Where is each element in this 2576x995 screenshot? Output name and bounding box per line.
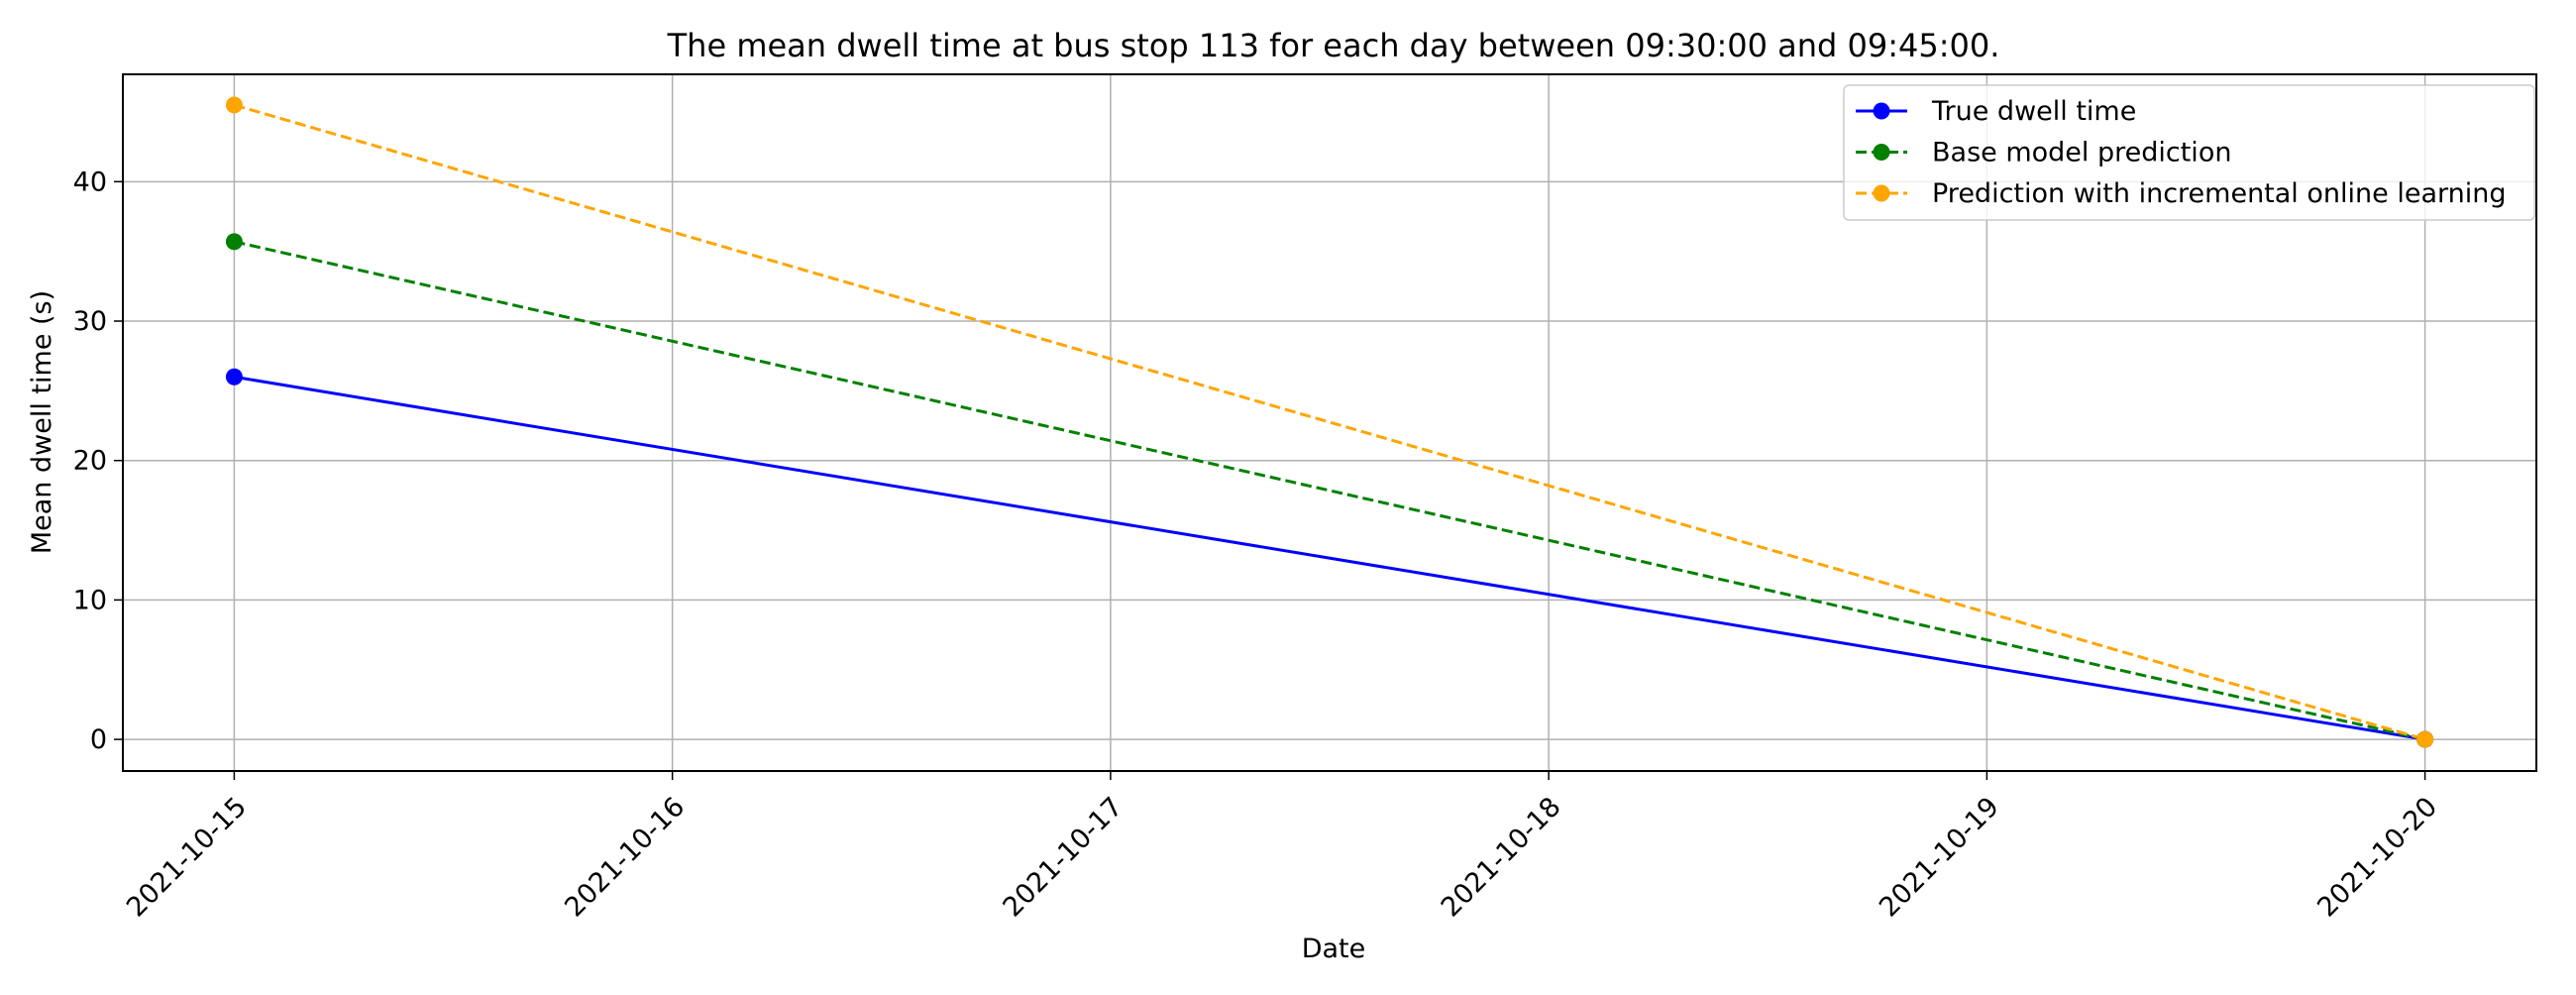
- y-tick-label: 30: [73, 306, 107, 337]
- y-tick-label: 20: [73, 446, 107, 477]
- y-tick-label: 40: [73, 166, 107, 197]
- series-line: [234, 240, 2425, 741]
- legend-label: True dwell time: [1931, 96, 2136, 127]
- series-group: [225, 96, 2434, 748]
- legend: True dwell time Base model prediction Pred…: [1843, 84, 2535, 221]
- y-tick-label: 0: [90, 724, 107, 755]
- y-axis-label: Mean dwell time (s): [27, 290, 57, 554]
- legend-marker: [1873, 184, 1890, 202]
- y-tick-label: 10: [73, 585, 107, 615]
- legend-box: [1843, 84, 2535, 221]
- y-axis-ticks: 0 10 20 30 40: [73, 166, 123, 755]
- data-point: [225, 233, 243, 251]
- legend-label: Prediction with incremental online learn…: [1932, 178, 2507, 209]
- legend-marker: [1873, 102, 1890, 120]
- x-axis-label: Date: [1302, 934, 1366, 964]
- data-point: [225, 96, 243, 114]
- legend-marker: [1873, 144, 1890, 161]
- data-point: [225, 368, 243, 386]
- series-line: [234, 375, 2425, 741]
- chart-title: The mean dwell time at bus stop 113 for …: [667, 27, 2000, 64]
- plot-frame: [122, 73, 2537, 772]
- data-point: [2416, 730, 2434, 748]
- legend-label: Base model prediction: [1932, 138, 2231, 168]
